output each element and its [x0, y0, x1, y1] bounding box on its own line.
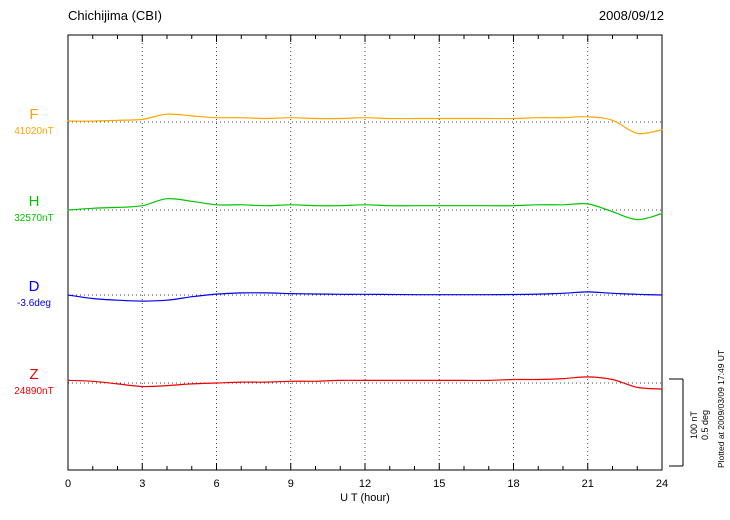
x-tick-label: 0	[65, 478, 71, 490]
trace-F	[67, 113, 663, 135]
series-label-Z: Z 24890nT	[4, 366, 64, 397]
scale-label-deg: 0.5 deg	[700, 410, 710, 440]
plot-frame	[67, 34, 663, 471]
scale-label-nt: 100 nT	[689, 410, 699, 439]
series-letter-Z: Z	[29, 366, 39, 383]
station-title: Chichijima (CBI)	[68, 8, 162, 23]
series-label-D: D -3.6deg	[4, 278, 64, 309]
x-tick-label: 21	[582, 478, 594, 490]
date-label: 2008/09/12	[598, 8, 664, 23]
x-tick-label: 3	[139, 478, 145, 490]
series-baseline-H: 32570nT	[14, 212, 54, 224]
series-label-F: F 41020nT	[4, 106, 64, 137]
series-baseline-D: -3.6deg	[17, 297, 51, 309]
series-letter-H: H	[28, 193, 40, 210]
x-tick-label: 24	[656, 478, 668, 490]
trace-Z	[67, 376, 663, 390]
series-baseline-Z: 24890nT	[14, 385, 54, 397]
x-tick-label: 6	[213, 478, 219, 490]
series-label-H: H 32570nT	[4, 193, 64, 224]
x-tick-label: 9	[288, 478, 294, 490]
trace-D	[67, 291, 663, 302]
x-tick-label: 18	[507, 478, 519, 490]
x-tick-label: 15	[433, 478, 445, 490]
trace-H	[67, 197, 663, 221]
series-baseline-F: 41020nT	[14, 125, 54, 137]
x-tick-label: 12	[359, 478, 371, 490]
series-letter-F: F	[29, 106, 39, 123]
x-axis-title: U T (hour)	[340, 492, 390, 504]
plotted-at-note: Plotted at 2009/03/09 17:49 UT	[716, 350, 726, 468]
series-letter-D: D	[28, 278, 40, 295]
